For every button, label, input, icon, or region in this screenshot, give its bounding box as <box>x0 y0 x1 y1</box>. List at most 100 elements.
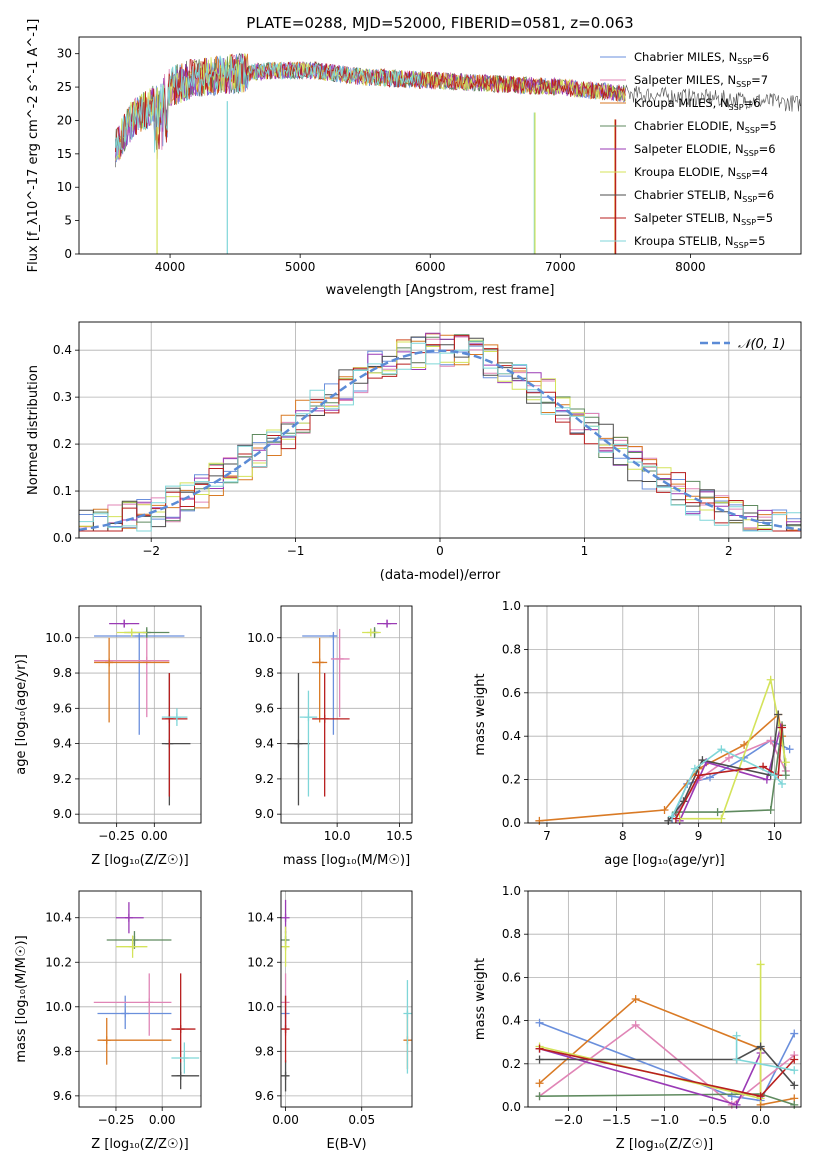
data-point <box>124 913 133 922</box>
data-point <box>281 913 290 922</box>
x-tick-label: −1 <box>287 544 305 558</box>
y-tick-label: 0.2 <box>502 1057 521 1071</box>
x-axis-label: wavelength [Angstrom, rest frame] <box>326 283 555 298</box>
x-tick-label: 1 <box>581 544 589 558</box>
x-tick-label: 6000 <box>415 260 446 274</box>
plot-area <box>535 675 794 825</box>
data-point <box>176 1025 185 1034</box>
y-tick-label: 9.8 <box>255 1044 274 1058</box>
y-tick-label: 9.0 <box>255 807 274 821</box>
plot-area <box>281 899 412 1092</box>
legend-label: Kroupa STELIB, NSSP=5 <box>634 234 765 250</box>
data-point <box>668 812 677 821</box>
data-point <box>535 816 544 825</box>
x-tick-label: −2.0 <box>554 1113 583 1127</box>
data-point <box>102 1036 111 1045</box>
y-tick-label: 10.0 <box>247 631 274 645</box>
x-tick-label: 10.0 <box>324 829 351 843</box>
data-point <box>294 739 303 748</box>
data-point <box>790 1066 799 1075</box>
y-tick-label: 30 <box>57 47 72 61</box>
x-axis-label: E(B-V) <box>326 1137 366 1152</box>
y-tick-label: 0 <box>64 247 72 261</box>
data-point <box>172 713 181 722</box>
y-tick-label: 9.6 <box>255 701 274 715</box>
legend-label: Chabrier STELIB, NSSP=6 <box>634 188 774 204</box>
y-tick-label: 9.8 <box>53 666 72 680</box>
data-point <box>281 1071 290 1080</box>
series-line-2 <box>538 998 795 1106</box>
y-axis-label: Normed distribution <box>26 365 41 495</box>
y-tick-label: 10 <box>57 180 72 194</box>
data-point <box>660 805 669 814</box>
x-tick-label: 0 <box>436 544 444 558</box>
x-tick-label: 7 <box>543 829 551 843</box>
y-tick-label: 0.0 <box>502 1100 521 1114</box>
x-tick-label: 0.00 <box>141 829 168 843</box>
axes-frame <box>527 605 802 824</box>
data-point <box>713 808 722 817</box>
axes-frame <box>78 605 202 824</box>
series-line-1 <box>539 1023 795 1106</box>
data-point <box>535 1079 544 1088</box>
y-tick-label: 1.0 <box>502 599 521 613</box>
data-point <box>732 1055 741 1064</box>
data-point <box>766 805 775 814</box>
x-tick-label: −2 <box>142 544 160 558</box>
y-tick-label: 10.4 <box>247 911 274 925</box>
data-point <box>706 773 714 782</box>
y-tick-label: 0.2 <box>53 437 72 451</box>
grid <box>79 606 201 823</box>
data-point <box>717 745 726 754</box>
legend-label: Salpeter STELIB, NSSP=5 <box>634 211 773 227</box>
y-tick-label: 9.4 <box>255 737 274 751</box>
data-point <box>778 723 787 732</box>
y-tick-label: 25 <box>57 80 72 94</box>
y-tick-label: 10.2 <box>45 955 72 969</box>
x-tick-label: 0.00 <box>272 1113 299 1127</box>
data-point <box>790 1029 799 1038</box>
spectrum-line-7 <box>115 53 626 156</box>
x-tick-label: −1.0 <box>650 1113 679 1127</box>
series-line-5 <box>679 676 787 820</box>
y-tick-label: 9.6 <box>53 1089 72 1103</box>
data-point <box>774 710 783 719</box>
x-tick-label: 7000 <box>545 260 576 274</box>
data-point <box>176 1071 185 1080</box>
x-tick-label: 8000 <box>675 260 706 274</box>
data-point <box>403 1009 412 1018</box>
y-tick-label: 9.2 <box>53 772 72 786</box>
panel-age-vs-Z: −0.25 0.00 9.0 9.2 9.4 9.6 9.8 10.0 Z [log₁₀(Z/Z… <box>14 605 202 868</box>
y-tick-label: 10.0 <box>247 1000 274 1014</box>
panel-spectrum: 4000 5000 6000 7000 8000 0 5 10 15 20 25 30 waveleng… <box>26 19 802 298</box>
y-tick-label: 0.6 <box>502 970 521 984</box>
y-tick-label: 0.4 <box>502 729 521 743</box>
y-tick-label: 1.0 <box>502 884 521 898</box>
data-point <box>756 1092 765 1101</box>
x-tick-label: 8 <box>619 829 627 843</box>
legend: Chabrier MILES, NSSP=6 Salpeter MILES, NS… <box>600 50 777 250</box>
data-point <box>781 758 790 767</box>
data-point <box>315 658 324 667</box>
x-tick-label: −0.5 <box>698 1113 727 1127</box>
x-tick-label: 0.05 <box>348 1113 375 1127</box>
x-axis-label: Z [log₁₀(Z/Z☉)] <box>91 1137 188 1152</box>
series-line-5 <box>539 964 762 1100</box>
data-point <box>329 631 338 640</box>
data-point <box>690 764 699 773</box>
y-tick-label: 9.6 <box>53 701 72 715</box>
data-point <box>281 942 290 951</box>
data-point <box>135 631 144 640</box>
series-line-7 <box>675 727 783 820</box>
x-tick-label: 10.5 <box>386 829 413 843</box>
y-tick-label: 0.3 <box>53 390 72 404</box>
figure-title: PLATE=0288, MJD=52000, FIBERID=0581, z=0… <box>246 14 633 32</box>
legend-label: Chabrier MILES, NSSP=6 <box>634 50 769 66</box>
x-axis-label: age [log₁₀(age/yr)] <box>604 853 725 868</box>
data-point <box>128 942 137 951</box>
y-tick-label: 10.0 <box>45 631 72 645</box>
x-tick-label: 5000 <box>285 260 316 274</box>
y-axis-label: age [log₁₀(age/yr)] <box>14 654 29 775</box>
y-tick-label: 9.4 <box>53 737 72 751</box>
